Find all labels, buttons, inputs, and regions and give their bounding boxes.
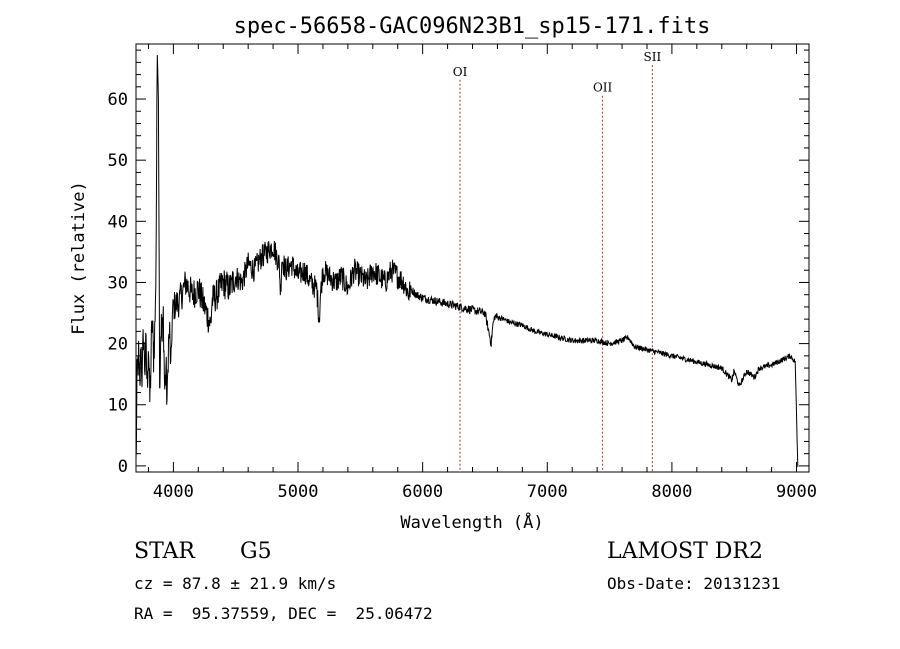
axis-ticks bbox=[136, 44, 809, 472]
y-tick-label: 0 bbox=[118, 457, 128, 477]
x-tick-label: 5000 bbox=[278, 482, 319, 502]
obs-date-text: Obs-Date: 20131231 bbox=[607, 574, 781, 593]
x-axis-label: Wavelength (Å) bbox=[400, 511, 543, 533]
x-tick-label: 7000 bbox=[527, 482, 568, 502]
spectrum-line bbox=[135, 54, 799, 467]
marker-label-oi: OI bbox=[453, 65, 468, 79]
y-tick-label: 50 bbox=[108, 151, 128, 171]
plot-frame bbox=[135, 43, 810, 473]
marker-label-oii: OII bbox=[593, 81, 613, 95]
ra-dec-text: RA = 95.37559, DEC = 25.06472 bbox=[134, 604, 433, 623]
y-tick-label: 60 bbox=[108, 90, 128, 110]
y-tick-labels: 0 10 20 30 40 50 60 bbox=[108, 90, 128, 477]
x-tick-label: 4000 bbox=[153, 482, 194, 502]
x-tick-label: 6000 bbox=[402, 482, 443, 502]
emission-line-markers: OI OII SII bbox=[453, 50, 661, 472]
object-subclass: G5 bbox=[240, 539, 272, 564]
object-class: STAR bbox=[134, 539, 195, 564]
marker-label-sii: SII bbox=[643, 50, 661, 64]
y-tick-label: 10 bbox=[108, 396, 128, 416]
chart-title: spec-56658-GAC096N23B1_sp15-171.fits bbox=[234, 14, 711, 39]
survey-label: LAMOST DR2 bbox=[607, 539, 763, 564]
y-tick-label: 20 bbox=[108, 335, 128, 355]
x-tick-label: 9000 bbox=[776, 482, 817, 502]
y-tick-label: 40 bbox=[108, 212, 128, 232]
y-tick-label: 30 bbox=[108, 273, 128, 293]
redshift-text: cz = 87.8 ± 21.9 km/s bbox=[134, 574, 337, 593]
y-axis-label: Flux (relative) bbox=[69, 181, 89, 335]
x-tick-label: 8000 bbox=[651, 482, 692, 502]
x-tick-labels: 4000 5000 6000 7000 8000 9000 bbox=[153, 482, 817, 502]
